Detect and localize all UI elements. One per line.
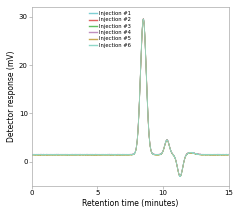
Legend: Injection #1, Injection #2, Injection #3, Injection #4, Injection #5, Injection : Injection #1, Injection #2, Injection #3… [88, 10, 133, 49]
X-axis label: Retention time (minutes): Retention time (minutes) [82, 199, 179, 208]
Y-axis label: Detector response (mV): Detector response (mV) [7, 51, 16, 142]
